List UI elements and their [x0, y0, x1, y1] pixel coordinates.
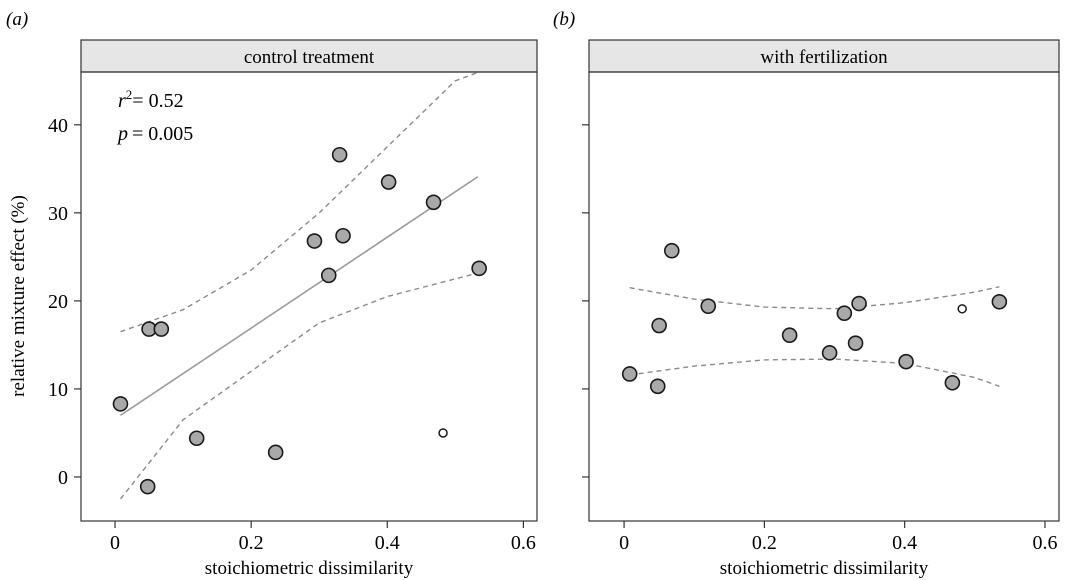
panel-a-xtick-label-3: 0.6 — [511, 532, 536, 554]
panel-b-marks — [621, 242, 1008, 395]
panel-b-strip — [588, 39, 1060, 73]
panel-b-xtick-label-0: 0 — [619, 532, 629, 554]
panel-a-point-10 — [380, 174, 397, 190]
panel-a-xtick-label-0: 0 — [110, 532, 120, 554]
panel-a-marks — [112, 71, 487, 500]
panel-a-strip — [80, 39, 538, 73]
panel-b-point-11 — [944, 374, 961, 391]
p-value: = 0.005 — [132, 123, 193, 145]
panel-a-xlabel: stoichiometric dissimilarity — [205, 558, 414, 579]
panel-a-point-8 — [331, 146, 348, 163]
panel-b-title: with fertilization — [760, 47, 888, 68]
panel-a-band-upper — [120, 71, 480, 333]
r-squared-symbol: r — [118, 90, 126, 112]
panel-a-outlier-point-0 — [438, 428, 448, 438]
panel-b-label: (b) — [553, 9, 575, 30]
p-value-annotation: p = 0.005 — [116, 123, 193, 145]
p-symbol: p — [116, 123, 128, 145]
panel-b-point-4 — [700, 298, 717, 314]
panel-b-point-7 — [836, 305, 853, 322]
panel-b-point-8 — [847, 335, 864, 351]
panel-a-point-4 — [188, 430, 205, 447]
panel-a-ytick-label-4: 40 — [48, 115, 68, 137]
panel-a-point-5 — [267, 444, 284, 461]
panel-a-point-6 — [306, 233, 323, 249]
panel-a-fit-line — [120, 176, 479, 417]
panel-a-ytick-label-3: 30 — [48, 203, 68, 225]
panel-b-ticks: 0 0.2 0.4 0.6 — [582, 124, 1057, 554]
panel-a: (a) control treatment 0 0.2 0.4 0.6 0 10 20 30 4… — [6, 9, 538, 579]
panel-a-point-7 — [320, 267, 337, 284]
panel-b-point-1 — [649, 378, 666, 395]
panel-b-xlabel: stoichiometric dissimilarity — [720, 558, 929, 579]
panel-a-ticks: 0 0.2 0.4 0.6 0 10 20 30 40 — [48, 115, 536, 554]
panel-b-point-6 — [821, 345, 838, 361]
panel-b-band-lower — [629, 358, 1000, 387]
panel-a-label: (a) — [6, 9, 28, 30]
panel-a-title: control treatment — [244, 47, 375, 68]
r-squared-value: = 0.52 — [132, 90, 183, 112]
panel-b-point-10 — [898, 353, 914, 370]
panel-a-ytick-label-1: 10 — [48, 379, 68, 401]
panel-a-point-9 — [335, 227, 351, 244]
panel-b-point-5 — [781, 327, 798, 344]
panel-a-point-3 — [139, 478, 156, 495]
r-squared-exponent: 2 — [126, 87, 133, 102]
panel-a-point-12 — [471, 260, 487, 277]
panel-a-xtick-label-2: 0.4 — [375, 532, 400, 554]
panel-a-point-11 — [425, 194, 442, 211]
panel-b: (b) with fertilization 0 0.2 0.4 0.6 stoich… — [553, 9, 1060, 579]
panel-b-point-2 — [651, 317, 667, 334]
panel-a-frame — [80, 71, 538, 522]
r-squared-annotation: r2= 0.52 — [118, 87, 184, 112]
y-axis-label: relative mixture effect (%) — [8, 195, 29, 397]
panel-a-xtick-label-1: 0.2 — [239, 532, 264, 554]
panel-b-outlier-point-0 — [957, 304, 967, 314]
panel-b-xtick-label-1: 0.2 — [752, 532, 777, 554]
panel-a-band-lower — [119, 272, 480, 500]
panel-a-ytick-label-0: 0 — [58, 467, 68, 489]
panel-b-point-0 — [621, 366, 638, 382]
panel-b-point-3 — [663, 242, 680, 259]
panel-a-point-2 — [153, 321, 170, 337]
panel-b-point-12 — [991, 293, 1008, 310]
panel-b-band-upper — [629, 286, 1000, 310]
panel-a-ytick-label-2: 20 — [48, 291, 68, 313]
panel-b-xtick-label-2: 0.4 — [892, 532, 917, 554]
panel-a-point-0 — [112, 396, 129, 412]
panel-b-point-9 — [851, 295, 867, 312]
panel-b-xtick-label-3: 0.6 — [1032, 532, 1057, 554]
panel-b-frame — [588, 71, 1060, 522]
